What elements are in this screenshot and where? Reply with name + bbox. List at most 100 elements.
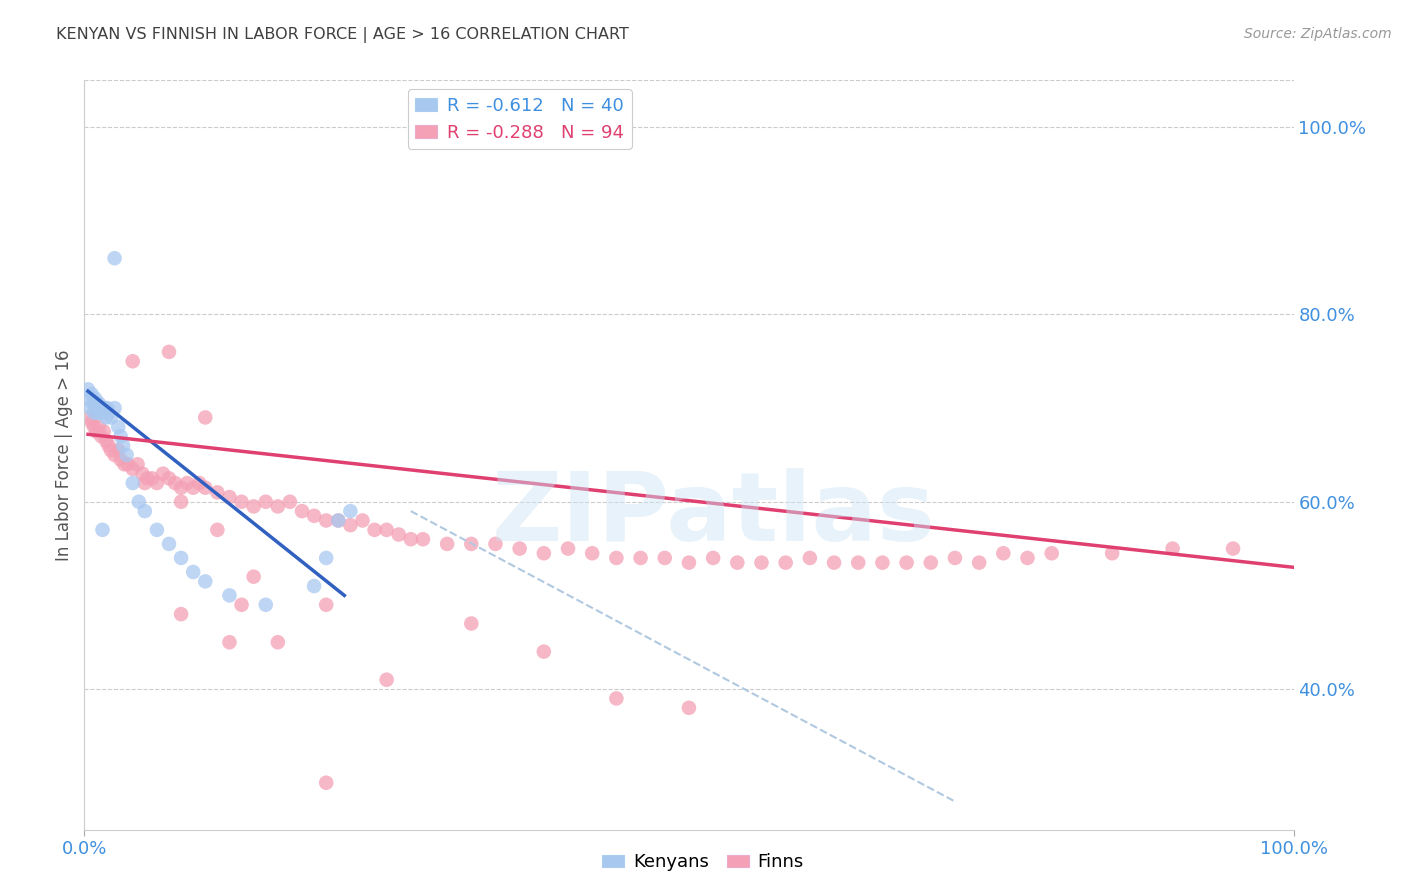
- Point: [87, 396, 110, 410]
- Point: [110, 429, 132, 443]
- Point: [436, 537, 458, 551]
- Point: [86, 406, 108, 420]
- Point: [315, 514, 337, 528]
- Point: [484, 537, 506, 551]
- Point: [96, 401, 118, 416]
- Text: ZIPatlas: ZIPatlas: [491, 468, 935, 561]
- Point: [678, 556, 700, 570]
- Point: [77, 392, 100, 406]
- Point: [112, 457, 135, 471]
- Point: [725, 556, 748, 570]
- Point: [107, 419, 129, 434]
- Point: [127, 457, 149, 471]
- Point: [399, 532, 422, 546]
- Point: [121, 354, 143, 368]
- Text: KENYAN VS FINNISH IN LABOR FORCE | AGE > 16 CORRELATION CHART: KENYAN VS FINNISH IN LABOR FORCE | AGE >…: [56, 27, 628, 43]
- Point: [121, 462, 143, 476]
- Point: [152, 467, 174, 481]
- Point: [77, 382, 100, 396]
- Point: [460, 537, 482, 551]
- Point: [104, 252, 127, 266]
- Point: [170, 481, 193, 495]
- Point: [110, 452, 132, 467]
- Point: [112, 439, 135, 453]
- Point: [375, 673, 398, 687]
- Point: [84, 392, 107, 406]
- Point: [1101, 546, 1123, 560]
- Point: [207, 485, 229, 500]
- Point: [254, 598, 277, 612]
- Point: [141, 471, 163, 485]
- Point: [80, 387, 103, 401]
- Point: [388, 527, 411, 541]
- Point: [1222, 541, 1244, 556]
- Point: [702, 550, 724, 566]
- Point: [1017, 550, 1039, 566]
- Point: [993, 546, 1015, 560]
- Point: [170, 494, 193, 508]
- Point: [93, 406, 115, 420]
- Point: [107, 443, 129, 458]
- Legend: R = -0.612   N = 40, R = -0.288   N = 94: R = -0.612 N = 40, R = -0.288 N = 94: [408, 89, 631, 149]
- Point: [194, 481, 217, 495]
- Point: [967, 556, 990, 570]
- Point: [315, 598, 337, 612]
- Point: [93, 425, 115, 439]
- Point: [90, 406, 112, 420]
- Point: [605, 550, 627, 566]
- Point: [90, 429, 112, 443]
- Point: [194, 410, 217, 425]
- Point: [146, 476, 169, 491]
- Point: [896, 556, 918, 570]
- Point: [254, 494, 277, 508]
- Point: [136, 471, 159, 485]
- Point: [339, 504, 361, 518]
- Point: [231, 598, 253, 612]
- Point: [278, 494, 301, 508]
- Point: [218, 589, 240, 603]
- Point: [157, 537, 180, 551]
- Point: [218, 490, 240, 504]
- Point: [170, 607, 193, 622]
- Point: [94, 401, 117, 416]
- Point: [146, 523, 169, 537]
- Point: [82, 396, 104, 410]
- Point: [100, 410, 122, 425]
- Point: [605, 691, 627, 706]
- Point: [846, 556, 869, 570]
- Point: [654, 550, 676, 566]
- Point: [533, 644, 555, 658]
- Point: [328, 514, 350, 528]
- Point: [100, 443, 122, 458]
- Point: [339, 518, 361, 533]
- Point: [1040, 546, 1063, 560]
- Point: [352, 514, 374, 528]
- Point: [557, 541, 579, 556]
- Point: [194, 574, 217, 589]
- Point: [170, 550, 193, 566]
- Point: [97, 439, 120, 453]
- Point: [207, 523, 229, 537]
- Point: [79, 401, 101, 416]
- Point: [117, 457, 139, 471]
- Point: [231, 494, 253, 508]
- Point: [188, 476, 211, 491]
- Point: [157, 471, 180, 485]
- Point: [91, 523, 114, 537]
- Point: [375, 523, 398, 537]
- Point: [363, 523, 385, 537]
- Point: [115, 448, 138, 462]
- Point: [920, 556, 942, 570]
- Point: [533, 546, 555, 560]
- Point: [302, 579, 325, 593]
- Point: [104, 401, 127, 416]
- Point: [328, 514, 350, 528]
- Point: [83, 419, 105, 434]
- Point: [94, 434, 117, 448]
- Point: [218, 635, 240, 649]
- Point: [751, 556, 773, 570]
- Point: [165, 476, 187, 491]
- Point: [242, 500, 264, 514]
- Point: [242, 570, 264, 584]
- Point: [823, 556, 845, 570]
